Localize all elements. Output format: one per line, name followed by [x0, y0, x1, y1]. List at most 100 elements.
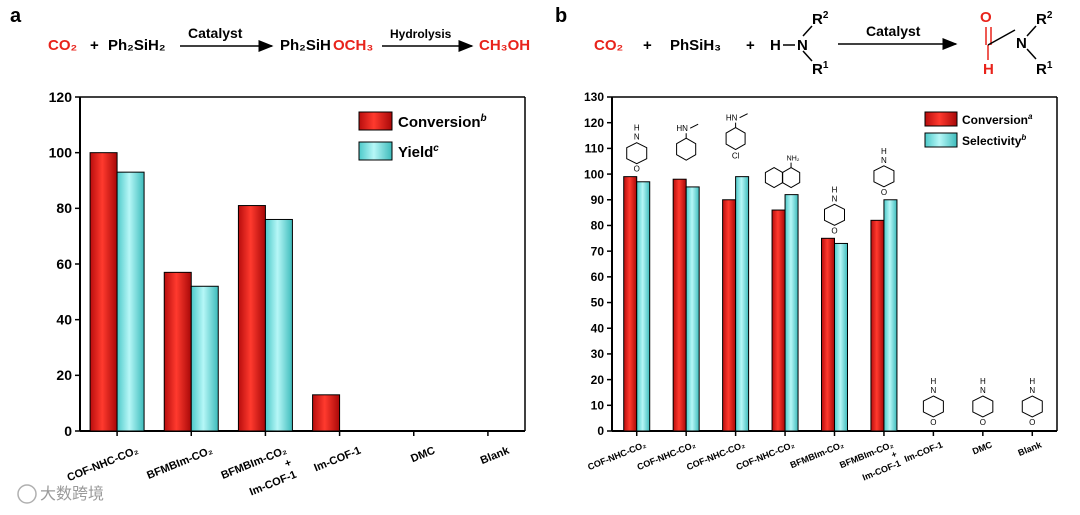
watermark: 大数跨境 — [17, 484, 104, 504]
watermark-logo-icon — [17, 484, 37, 504]
bar-yield — [190, 285, 219, 432]
y-tick-label: 100 — [584, 167, 604, 181]
morpholine-structure: HN O — [922, 377, 944, 427]
atom-o: O — [930, 418, 936, 427]
morpholine-structure: HN O — [824, 185, 845, 235]
bar-selectivity — [685, 186, 700, 432]
panel-b-letter: b — [555, 5, 567, 27]
atom-n: N — [881, 156, 887, 165]
legend-a-conversion: Conversionb — [398, 113, 487, 131]
x-category-label: DMC — [409, 445, 437, 466]
x-category-line: Im-COF-1 — [248, 469, 298, 499]
x-category-line: Blank — [1017, 439, 1044, 458]
x-category-line: Im-COF-1 — [312, 445, 362, 475]
x-category-label: Blank — [1017, 439, 1044, 458]
legend-a-swatch-yield — [358, 141, 393, 161]
legend-a: Conversionb Yieldc — [358, 111, 487, 161]
y-tick-label: 90 — [591, 193, 605, 207]
y-tick-label: 70 — [591, 244, 605, 258]
atom-n: N — [1029, 386, 1035, 395]
x-category-line: COF-NHC-CO₂ — [65, 445, 140, 485]
legend-b: Conversiona Selectivityb — [924, 111, 1033, 148]
legend-a-swatch-conversion — [358, 111, 393, 131]
x-category-line: BFMBIm-CO₂ — [145, 445, 214, 482]
legend-b-swatch-selectivity — [924, 132, 958, 148]
bar-conversion — [722, 199, 737, 432]
y-tick-label: 30 — [591, 347, 605, 361]
y-tick-label: 120 — [49, 89, 73, 105]
x-category-label: BFMBIm-CO₂+Im-COF-1 — [838, 440, 902, 483]
y-tick-label: 20 — [56, 367, 72, 383]
y-tick-label: 60 — [56, 256, 72, 272]
scheme-a-product-red: OCH₃ — [333, 37, 373, 54]
y-tick-label: 80 — [56, 200, 72, 216]
scheme-a-final: CH₃OH — [479, 37, 530, 54]
bar-conversion — [771, 209, 786, 432]
bar-conversion — [237, 205, 266, 432]
panel-a-letter: a — [10, 5, 22, 27]
atom-cl: Cl — [732, 152, 740, 161]
y-tick-label: 10 — [591, 399, 605, 413]
naphthylamine-structure: NH₂ — [764, 156, 801, 189]
x-category-line: DMC — [409, 445, 437, 466]
scheme-b-n: N — [797, 37, 808, 54]
scheme-a-co2: CO₂ — [48, 37, 77, 54]
legend-b-selectivity: Selectivityb — [962, 133, 1026, 148]
x-category-label: BFMBIm-CO₂ — [145, 445, 214, 482]
atom-h: H — [980, 377, 986, 386]
morpholine-structure: HN O — [1021, 377, 1043, 427]
y-tick-label: 80 — [591, 219, 605, 233]
y-tick-label: 120 — [584, 116, 604, 130]
x-category-line: Im-COF-1 — [861, 458, 902, 482]
atom-h: H — [1029, 377, 1035, 386]
x-category-label: BFMBIm-CO₂+Im-COF-1 — [219, 445, 298, 499]
morpholine-structure: HN O — [626, 124, 648, 174]
scheme-a-product-black: Ph₂SiH — [280, 37, 331, 54]
x-category-line: BFMBIm-CO₂ — [789, 440, 846, 471]
scheme-a-plus: + — [90, 37, 99, 54]
panel-b-scheme: CO₂ + PhSiH₃ + H N R2 R1 Catalyst O H N … — [594, 9, 1053, 78]
atom-n: N — [930, 386, 936, 395]
x-category-label: DMC — [971, 439, 994, 456]
y-tick-label: 110 — [585, 142, 605, 156]
scheme-b-plus1: + — [643, 37, 652, 54]
morpholine-structure: HN O — [873, 147, 895, 197]
atom-o: O — [881, 188, 887, 197]
scheme-a-arrow1-label: Catalyst — [188, 25, 243, 41]
scheme-b-prod-n: N — [1016, 35, 1027, 52]
bar-conversion — [870, 219, 885, 432]
legend-b-conversion: Conversiona — [962, 112, 1033, 127]
scheme-b-r2: R2 — [812, 10, 829, 28]
bar-conversion — [821, 237, 835, 432]
atom-h: H — [832, 185, 838, 194]
watermark-text: 大数跨境 — [40, 484, 104, 503]
atom-o: O — [980, 418, 986, 427]
scheme-b-plus2: + — [746, 37, 755, 54]
y-tick-label: 40 — [56, 312, 72, 328]
x-category-line: Blank — [479, 444, 512, 467]
y-tick-label: 20 — [591, 373, 605, 387]
y-tick-label: 40 — [591, 321, 605, 335]
bar-selectivity — [636, 181, 651, 432]
legend-a-yield: Yieldc — [398, 143, 439, 161]
x-category-label: Im-COF-1 — [312, 445, 362, 475]
y-tick-label: 0 — [597, 424, 604, 438]
atom-o: O — [1029, 418, 1035, 427]
atom-n: N — [634, 133, 640, 142]
y-tick-label: 130 — [584, 90, 604, 104]
scheme-b-silane: PhSiH₃ — [670, 37, 721, 54]
atom-h: H — [634, 124, 640, 133]
bar-selectivity — [834, 242, 848, 432]
bar-conversion — [312, 394, 341, 432]
morpholine-structure: HN O — [972, 377, 994, 427]
bar-conversion — [163, 271, 192, 432]
scheme-b-r1: R1 — [812, 60, 829, 78]
scheme-b-prod-r2: R2 — [1036, 10, 1053, 28]
y-tick-label: 50 — [591, 296, 605, 310]
atom-o: O — [634, 165, 640, 174]
chart-b: 0102030405060708090100110120130COF-NHC-C… — [584, 90, 1058, 483]
y-tick-label: 60 — [591, 270, 605, 284]
bar-conversion — [672, 178, 687, 432]
